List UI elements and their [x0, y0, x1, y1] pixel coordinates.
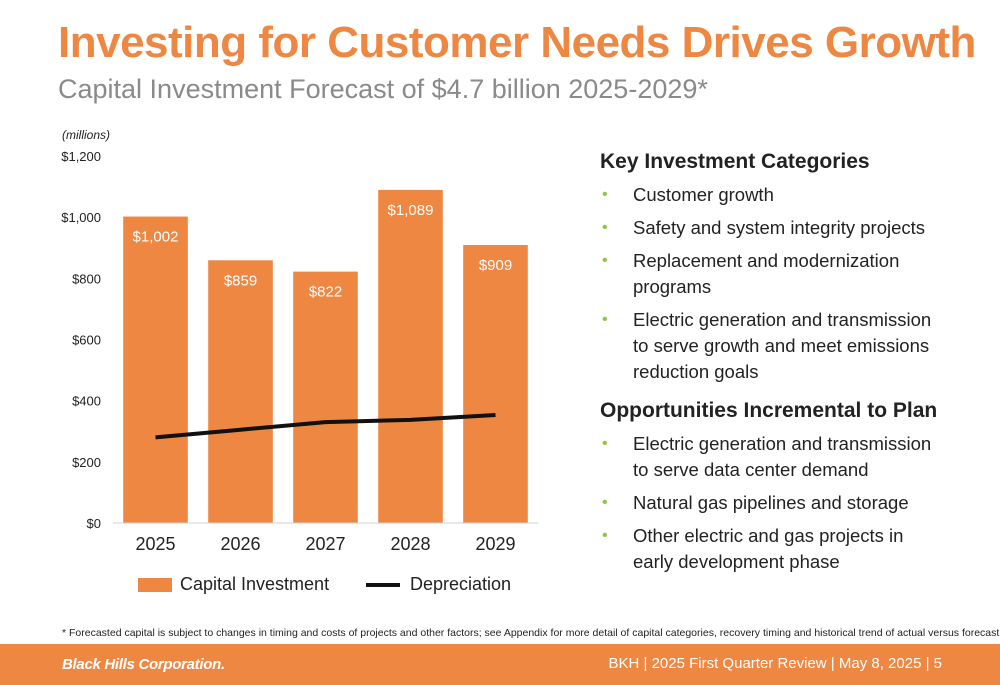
capital-bar	[378, 189, 443, 523]
page-title: Investing for Customer Needs Drives Grow…	[58, 18, 976, 67]
opportunities-heading: Opportunities Incremental to Plan	[600, 399, 938, 422]
x-tick-label: 2025	[135, 534, 175, 554]
capital-bar	[463, 244, 528, 523]
x-tick-label: 2026	[220, 534, 260, 554]
list-item: • Customer growth	[600, 182, 945, 208]
list-item: • Safety and system integrity projects	[600, 215, 945, 241]
bar-data-label: $909	[479, 257, 512, 274]
capital-bar	[208, 260, 273, 523]
x-tick-label: 2027	[305, 534, 345, 554]
bullet-icon: •	[602, 186, 608, 203]
list-item: • Replacement and modernization programs	[600, 248, 945, 300]
list-item-text: Electric generation and transmission to …	[633, 433, 932, 480]
legend-capital-label: Capital Investment	[180, 574, 330, 594]
y-tick-label: $400	[72, 394, 101, 409]
list-item-text: Customer growth	[633, 184, 774, 205]
bullet-icon: •	[602, 494, 608, 511]
list-item-text: Safety and system integrity projects	[633, 217, 926, 238]
y-tick-label: $800	[72, 271, 101, 286]
bar-data-label: $859	[224, 272, 257, 289]
bar-data-label: $1,002	[133, 229, 179, 246]
key-categories-list: • Customer growth • Safety and system inte…	[600, 182, 945, 385]
opportunities-list: • Electric generation and transmission to…	[600, 431, 945, 575]
key-categories-heading: Key Investment Categories	[600, 150, 870, 173]
bullet-icon: •	[602, 311, 608, 328]
y-tick-label: $200	[72, 455, 101, 470]
legend-item-capital: Capital Investment	[138, 574, 329, 595]
page-subtitle: Capital Investment Forecast of $4.7 bill…	[58, 74, 708, 104]
capital-investment-chart: $0 $200 $400 $600 $800 $1,000 $1,200 $1,002 $859…	[61, 149, 538, 554]
list-item: • Electric generation and transmission to…	[600, 307, 945, 385]
y-tick-label: $1,200	[61, 149, 101, 164]
bullet-icon: •	[602, 527, 608, 544]
footer-info: BKH | 2025 First Quarter Review | May 8,…	[608, 655, 943, 672]
capital-swatch	[138, 577, 172, 592]
x-tick-label: 2028	[390, 534, 430, 554]
y-tick-label: $600	[72, 333, 101, 348]
y-tick-label: $0	[87, 516, 101, 531]
x-tick-label: 2029	[475, 534, 515, 554]
y-tick-label: $1,000	[61, 210, 101, 225]
bullet-icon: •	[602, 435, 608, 452]
list-item-text: Natural gas pipelines and storage	[633, 492, 909, 513]
bar-data-label: $1,089	[388, 202, 434, 219]
list-item-text: Electric generation and transmission to …	[633, 309, 932, 382]
company-logo: Black Hills Corporation.	[62, 656, 225, 673]
depreciation-line	[155, 413, 496, 440]
list-item-text: Replacement and modernization programs	[633, 250, 900, 297]
footer-bar: Black Hills Corporation. BKH | 2025 Firs…	[0, 644, 1000, 685]
investment-panel: Key Investment Categories • Customer grow…	[600, 150, 945, 582]
footnote: * Forecasted capital is subject to chang…	[62, 627, 1000, 639]
legend-item-depreciation: Depreciation	[366, 574, 511, 595]
list-item: • Electric generation and transmission to…	[600, 431, 945, 483]
capital-bar	[293, 271, 358, 523]
list-item: • Natural gas pipelines and storage	[600, 490, 945, 516]
bullet-icon: •	[602, 219, 608, 236]
depreciation-swatch	[366, 582, 400, 587]
list-item: • Other electric and gas projects in earl…	[600, 523, 945, 575]
bar-data-label: $822	[309, 284, 342, 301]
legend-depreciation-label: Depreciation	[410, 574, 512, 594]
bullet-icon: •	[602, 252, 608, 269]
list-item-text: Other electric and gas projects in early…	[633, 525, 904, 572]
capital-bar	[123, 216, 188, 523]
chart-unit-label: (millions)	[62, 128, 110, 142]
